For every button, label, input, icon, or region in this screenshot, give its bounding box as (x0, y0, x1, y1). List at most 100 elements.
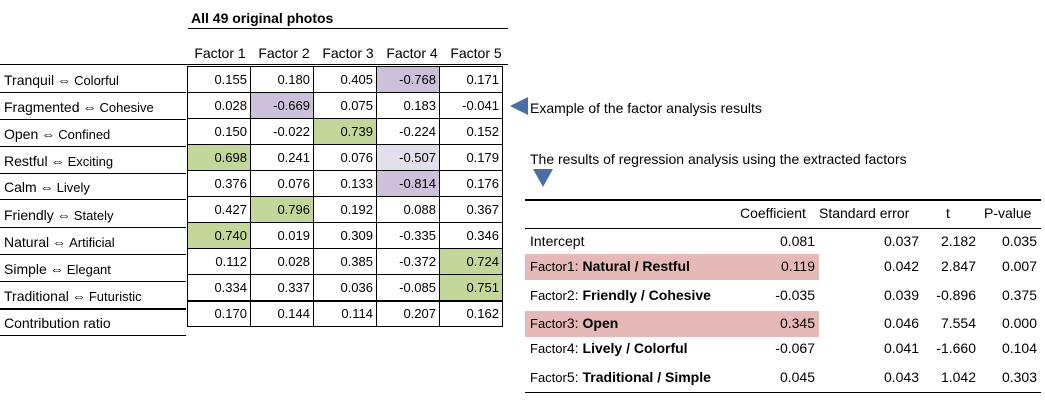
left-term: Traditional (4, 288, 69, 304)
factor-prefix: Factor (530, 316, 567, 331)
loading-cell: 0.739 (313, 118, 377, 145)
regression-row-label: Factor3: Open (530, 315, 746, 331)
factor-row-label: Fragmented ⇔ Cohesive (4, 99, 154, 115)
loading-cell: 0.076 (250, 170, 314, 197)
factor-name: Traditional / Simple (582, 369, 711, 385)
loading-cell: 0.724 (439, 248, 503, 275)
loading-cell: -0.669 (250, 92, 314, 119)
regression-row-label: Factor1: Natural / Restful (530, 258, 746, 274)
factor-name: Open (582, 315, 619, 331)
contribution-cell: 0.114 (313, 299, 377, 327)
loading-cell: 0.036 (313, 274, 377, 301)
regression-se-cell: 0.046 (883, 315, 919, 331)
loading-cell: 0.698 (187, 144, 251, 171)
regression-t-cell: -1.660 (936, 340, 976, 356)
factor-number: 1: (566, 258, 579, 274)
regression-t-cell: 2.847 (940, 258, 976, 274)
regression-top-rule (525, 199, 1041, 201)
factor-row: 0.740 0.019 0.309 -0.335 0.346 (187, 222, 503, 249)
factor-name: Lively / Colorful (582, 340, 688, 356)
right-term: Cohesive (99, 100, 154, 115)
row-rule (0, 173, 186, 174)
double-arrow-icon: ⇔ (39, 179, 54, 195)
right-term: Elegant (66, 262, 111, 277)
header-coefficient: Coefficient (740, 205, 806, 221)
row-rule (0, 92, 186, 93)
column-header-factor-3: Factor 3 (322, 45, 374, 61)
right-term: Exciting (67, 154, 114, 169)
factor-row: 0.155 0.180 0.405 -0.768 0.171 (187, 66, 503, 93)
row-rule (0, 199, 186, 200)
regression-se-cell: 0.041 (883, 340, 919, 356)
contribution-row: 0.170 0.144 0.114 0.207 0.162 (187, 299, 503, 327)
loading-cell: -0.768 (376, 66, 440, 93)
regression-coef-cell: 0.345 (779, 315, 815, 331)
double-arrow-icon: ⇔ (52, 234, 67, 250)
left-term: Simple (4, 261, 47, 277)
loading-cell: 0.796 (250, 196, 314, 223)
loading-cell: 0.019 (250, 222, 314, 249)
loading-cell: 0.367 (439, 196, 503, 223)
loading-cell: 0.309 (313, 222, 377, 249)
factor-name: Natural / Restful (582, 258, 690, 274)
loading-cell: 0.179 (439, 144, 503, 171)
factor-row-label: Traditional ⇔ Futuristic (4, 288, 142, 304)
contribution-cell: 0.162 (439, 299, 503, 327)
row-rule (0, 335, 186, 336)
loading-cell: 0.028 (250, 248, 314, 275)
factor-loadings-grid: 0.155 0.180 0.405 -0.768 0.171 0.028 -0.669 0.0… (187, 66, 503, 327)
loading-cell: -0.041 (439, 92, 503, 119)
factor-table-title: All 49 original photos (191, 10, 334, 26)
factor-row: 0.028 -0.669 0.075 0.183 -0.041 (187, 92, 503, 119)
loading-cell: 0.088 (376, 196, 440, 223)
regression-coef-cell: 0.045 (779, 369, 815, 385)
loading-cell: 0.076 (313, 144, 377, 171)
regression-coef-cell: -0.035 (775, 287, 815, 303)
double-arrow-icon: ⇔ (71, 288, 86, 304)
factor-number: 5: (566, 369, 579, 385)
factor-row-label: Open ⇔ Confined (4, 126, 110, 142)
contribution-label: Contribution ratio (4, 315, 111, 331)
factor-row-label: Calm ⇔ Lively (4, 179, 90, 195)
loading-cell: 0.028 (187, 92, 251, 119)
factor-row-label: Natural ⇔ Artificial (4, 234, 115, 250)
factor-row: 0.150 -0.022 0.739 -0.224 0.152 (187, 118, 503, 145)
factor-row-label: Friendly ⇔ Stately (4, 207, 114, 223)
double-arrow-icon: ⇔ (82, 99, 97, 115)
row-rule (0, 309, 186, 310)
example-note: Example of the factor analysis results (530, 100, 762, 116)
regression-p-cell: 0.035 (1001, 233, 1037, 249)
header-standard-error: Standard error (819, 205, 910, 221)
regression-se-cell: 0.037 (883, 233, 919, 249)
factor-row: 0.334 0.337 0.036 -0.085 0.751 (187, 274, 503, 301)
row-highlight (525, 311, 819, 337)
loading-cell: -0.507 (376, 144, 440, 171)
loading-cell: -0.372 (376, 248, 440, 275)
loading-cell: 0.171 (439, 66, 503, 93)
regression-t-cell: 7.554 (940, 315, 976, 331)
regression-row: Factor1: Natural / Restful 0.119 0.042 2.847… (525, 254, 1041, 280)
column-header-factor-1: Factor 1 (194, 45, 246, 61)
loading-cell: 0.334 (187, 274, 251, 301)
loading-cell: 0.385 (313, 248, 377, 275)
regression-p-cell: 0.303 (1001, 369, 1037, 385)
loading-cell: 0.176 (439, 170, 503, 197)
row-highlight (525, 254, 819, 280)
loading-cell: 0.405 (313, 66, 377, 93)
regression-note: The results of regression analysis using… (530, 151, 907, 167)
factor-prefix: Factor (530, 288, 567, 303)
loading-cell: 0.133 (313, 170, 377, 197)
column-header-factor-5: Factor 5 (450, 45, 502, 61)
contribution-cell: 0.170 (187, 299, 251, 327)
loading-cell: 0.075 (313, 92, 377, 119)
factor-row: 0.112 0.028 0.385 -0.372 0.724 (187, 248, 503, 275)
row-rule (0, 227, 186, 228)
double-arrow-icon: ⇔ (57, 72, 72, 88)
factor-row: 0.376 0.076 0.133 -0.814 0.176 (187, 170, 503, 197)
loading-cell: 0.241 (250, 144, 314, 171)
regression-bottom-rule (525, 392, 1041, 393)
factor-row: 0.427 0.796 0.192 0.088 0.367 (187, 196, 503, 223)
right-term: Stately (73, 208, 114, 223)
regression-p-cell: 0.000 (1001, 315, 1037, 331)
double-arrow-icon: ⇔ (41, 126, 56, 142)
